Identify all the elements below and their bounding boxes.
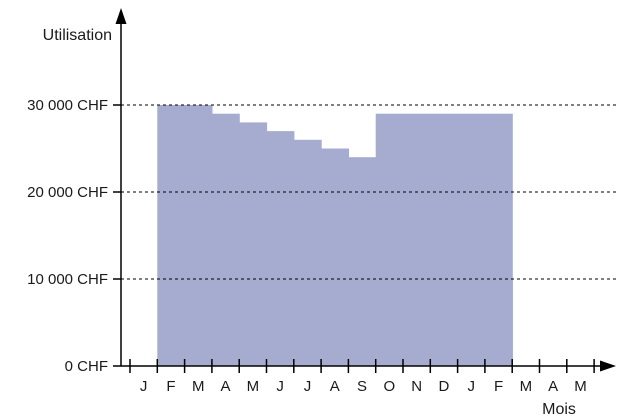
- area-layer: [157, 105, 513, 367]
- area-step: [266, 131, 295, 366]
- x-tick-label: M: [192, 378, 205, 395]
- x-axis-title: Mois: [542, 401, 576, 418]
- area-step: [211, 113, 240, 366]
- x-tick-label: J: [140, 378, 148, 395]
- x-axis-arrow-icon: [600, 360, 616, 372]
- x-tick-label: F: [494, 378, 503, 395]
- x-tick-label: M: [520, 378, 533, 395]
- y-axis-title: Utilisation: [43, 27, 112, 44]
- x-tick-label: M: [574, 378, 587, 395]
- area-step: [512, 279, 513, 366]
- x-tick-label: J: [468, 378, 476, 395]
- y-axis-arrow-icon: [115, 8, 127, 24]
- y-tick-label: 10 000 CHF: [27, 271, 108, 288]
- x-tick-label: A: [221, 378, 231, 395]
- area-step: [348, 157, 377, 366]
- area-step: [157, 105, 213, 366]
- x-tick-label: J: [304, 378, 312, 395]
- x-tick-label: O: [384, 378, 396, 395]
- area-step: [239, 122, 268, 367]
- area-step: [375, 113, 513, 366]
- axis-layer: [115, 8, 616, 372]
- area-step: [321, 148, 349, 366]
- x-tick-label: A: [330, 378, 340, 395]
- x-tick-label: M: [247, 378, 260, 395]
- grid-layer: [121, 104, 617, 280]
- x-tick-label: A: [548, 378, 558, 395]
- y-tick-label: 20 000 CHF: [27, 184, 108, 201]
- x-tick-label: N: [411, 378, 422, 395]
- x-tick-label: J: [276, 378, 284, 395]
- x-tick-label: F: [166, 378, 175, 395]
- area-step: [293, 139, 322, 366]
- x-tick-label: D: [439, 378, 450, 395]
- y-tick-label: 0 CHF: [65, 358, 108, 375]
- y-tick-label: 30 000 CHF: [27, 97, 108, 114]
- x-tick-label: S: [357, 378, 367, 395]
